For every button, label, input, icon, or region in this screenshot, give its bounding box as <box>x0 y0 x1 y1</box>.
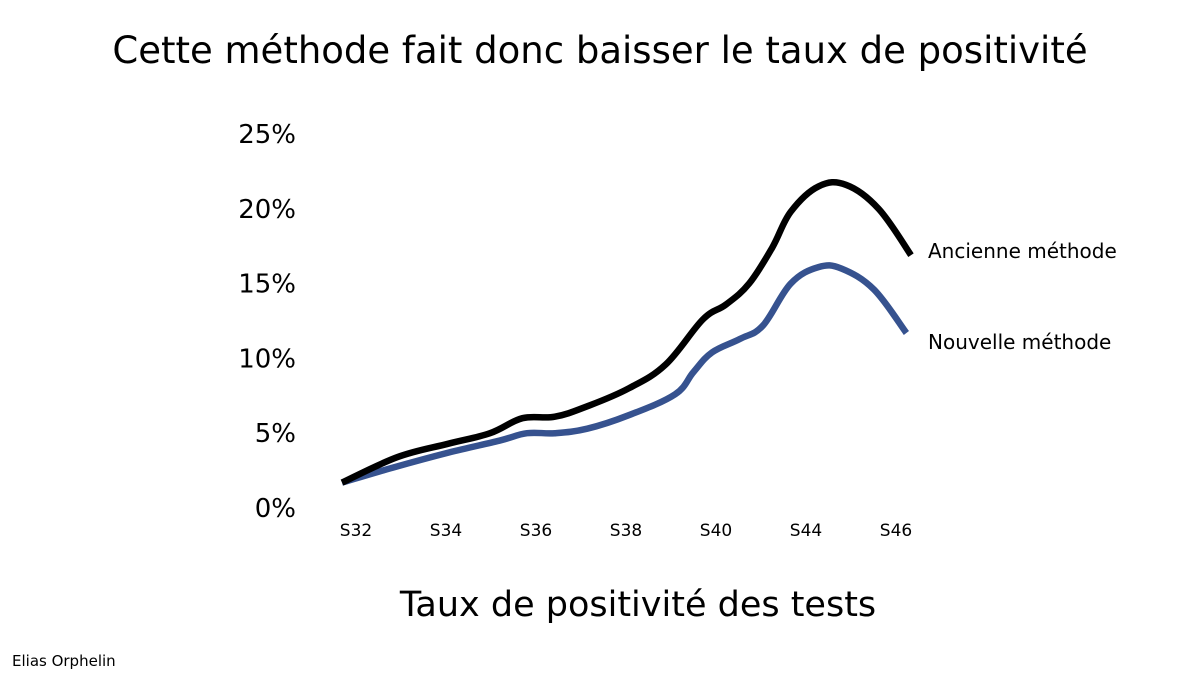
x-axis-ticks: S32 S34 S36 S38 S40 S44 S46 <box>340 521 912 541</box>
series-label-ancienne-methode: Ancienne méthode <box>928 239 1117 263</box>
x-tick-label: S34 <box>430 521 462 541</box>
chart-title: Cette méthode fait donc baisser le taux … <box>112 29 1087 72</box>
y-tick-label: 15% <box>238 270 296 300</box>
author-credit: Elias Orphelin <box>12 652 116 670</box>
series-lines <box>340 179 914 486</box>
series-label-nouvelle-methode: Nouvelle méthode <box>928 330 1111 354</box>
y-tick-label: 20% <box>238 195 296 225</box>
x-axis-label: Taux de positivité des tests <box>399 585 876 625</box>
y-tick-label: 25% <box>238 120 296 150</box>
x-tick-label: S38 <box>610 521 642 541</box>
x-tick-label: S40 <box>700 521 732 541</box>
y-axis-ticks: 0% 5% 10% 15% 20% 25% <box>238 120 296 524</box>
series-line-nouvelle-methode <box>341 262 910 486</box>
x-tick-label: S36 <box>520 521 552 541</box>
x-tick-label: S46 <box>880 521 912 541</box>
x-tick-label: S32 <box>340 521 372 541</box>
y-tick-label: 0% <box>255 494 296 524</box>
y-tick-label: 10% <box>238 344 296 374</box>
series-line-ancienne-methode <box>340 179 914 486</box>
series-labels: Ancienne méthode Nouvelle méthode <box>928 239 1117 354</box>
y-tick-label: 5% <box>255 419 296 449</box>
x-tick-label: S44 <box>790 521 822 541</box>
